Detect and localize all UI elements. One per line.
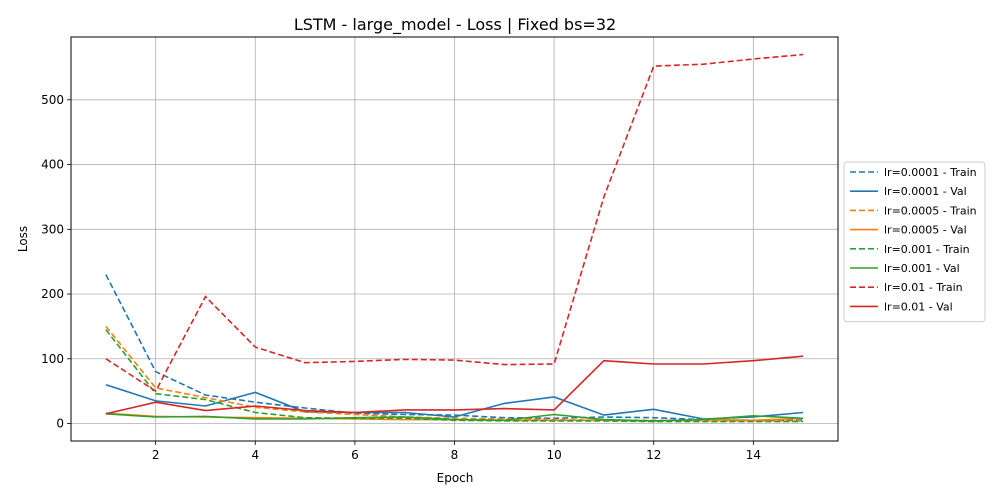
y-tick-label: 200 [41, 287, 64, 301]
x-tick-label: 2 [152, 448, 160, 462]
y-tick-label: 100 [41, 352, 64, 366]
x-tick-label: 8 [451, 448, 459, 462]
x-tick-label: 10 [546, 448, 561, 462]
legend-label: lr=0.01 - Train [884, 281, 963, 294]
x-tick-label: 4 [251, 448, 259, 462]
y-tick-label: 400 [41, 158, 64, 172]
axis-ticks: 2 4 6 8 10 12 14 0 100 200 300 400 500 [41, 93, 761, 462]
x-tick-label: 14 [746, 448, 761, 462]
legend: lr=0.0001 - Train lr=0.0001 - Val lr=0.000… [843, 161, 986, 323]
y-tick-label: 0 [56, 417, 64, 431]
x-tick-label: 6 [351, 448, 359, 462]
grid [71, 37, 838, 441]
legend-label: lr=0.0001 - Val [884, 185, 967, 198]
legend-label: lr=0.0005 - Train [884, 204, 977, 217]
y-axis-label: Loss [16, 226, 30, 252]
series-line-7 [105, 355, 804, 415]
y-tick-label: 500 [41, 93, 64, 107]
legend-label: lr=0.0005 - Val [884, 224, 967, 237]
legend-label: lr=0.0001 - Train [884, 166, 977, 179]
legend-box [843, 161, 986, 323]
series-line-6 [105, 53, 804, 393]
legend-label: lr=0.001 - Train [884, 243, 970, 256]
series-lines [105, 53, 804, 423]
legend-label: lr=0.001 - Val [884, 262, 960, 275]
chart-title: LSTM - large_model - Loss | Fixed bs=32 [294, 15, 616, 35]
legend-label: lr=0.01 - Val [884, 300, 953, 313]
series-line-5 [105, 413, 804, 422]
x-axis-label: Epoch [437, 471, 474, 485]
x-tick-label: 12 [646, 448, 661, 462]
series-line-0 [105, 274, 804, 422]
y-tick-label: 300 [41, 222, 64, 236]
